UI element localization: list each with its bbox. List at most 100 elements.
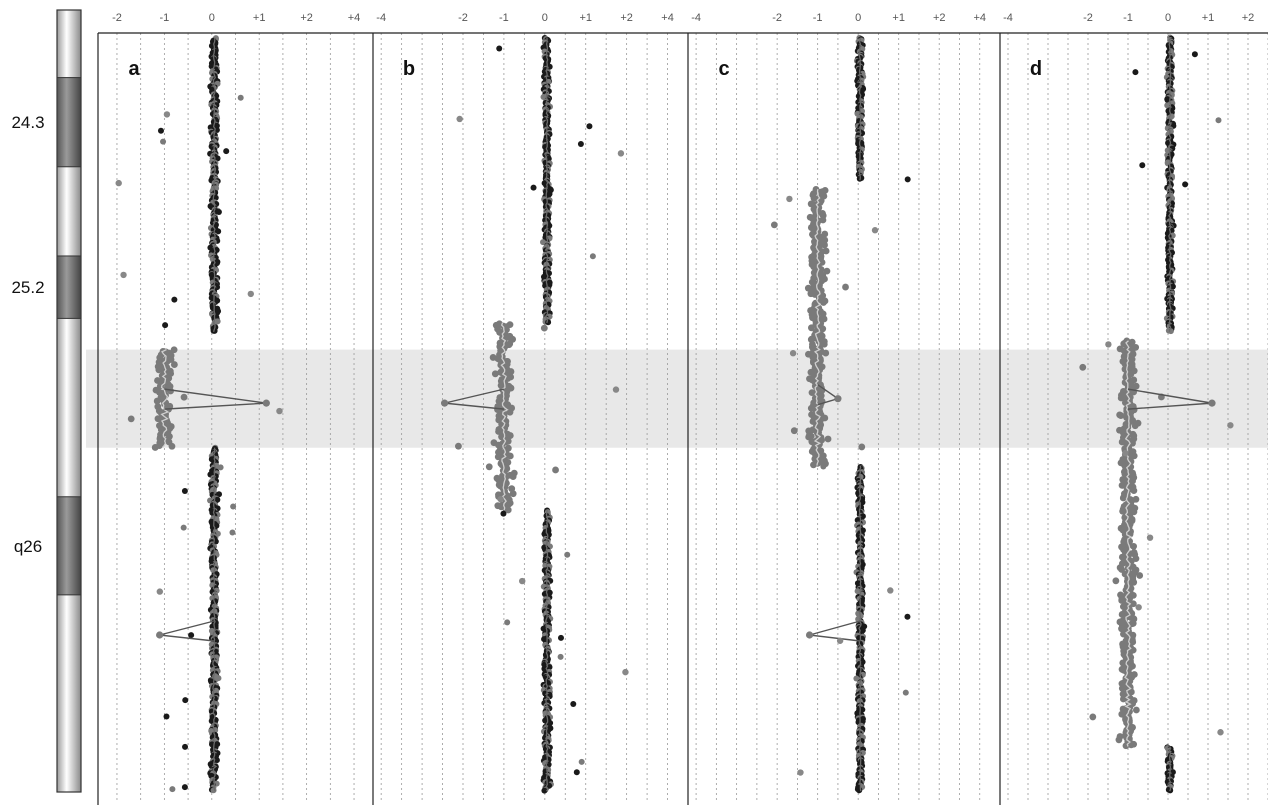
- data-point: [887, 587, 894, 594]
- ideogram-band: [56, 496, 82, 596]
- data-point: [156, 631, 164, 639]
- data-point: [211, 327, 218, 334]
- data-point: [545, 319, 552, 326]
- outlier-spike: [164, 388, 270, 410]
- data-point: [823, 267, 831, 275]
- data-point: [1191, 51, 1198, 58]
- data-point: [180, 524, 187, 531]
- data-point: [822, 349, 830, 357]
- data-point: [171, 296, 178, 303]
- panels: -2 -1 0 +1 +2 +4 a -4 -2 -1 0 +1 +2 +4 b -4 -2 -1 0 +1 +2 +4 c…: [97, 12, 1268, 805]
- data-point: [1079, 363, 1087, 371]
- data-point: [586, 123, 593, 130]
- data-point: [578, 758, 585, 765]
- band-label: 25.2: [11, 278, 44, 297]
- data-point: [904, 613, 911, 620]
- data-point: [223, 148, 230, 155]
- data-point: [1208, 399, 1216, 407]
- data-point: [1119, 494, 1127, 502]
- segment-normal: [157, 35, 244, 334]
- segment-trace: [1124, 340, 1133, 747]
- data-point: [519, 577, 526, 585]
- data-point: [210, 787, 217, 794]
- tick-label: 0: [855, 12, 861, 24]
- segment-normal: [1164, 744, 1176, 794]
- data-point: [541, 787, 548, 794]
- tick-label: +1: [1202, 12, 1215, 24]
- tick-label: +1: [579, 12, 592, 24]
- tick-label: +4: [661, 12, 674, 24]
- data-point: [1089, 713, 1097, 721]
- tick-label: -2: [458, 12, 468, 24]
- data-point: [215, 209, 222, 216]
- tick-label: -2: [772, 12, 782, 24]
- tick-label: 0: [209, 12, 215, 24]
- data-point: [230, 503, 237, 510]
- segment-trace: [212, 447, 217, 792]
- tick-label: -1: [159, 12, 169, 24]
- data-point: [500, 510, 507, 517]
- data-point: [169, 786, 176, 793]
- data-point: [162, 322, 169, 329]
- panel-label: b: [403, 58, 415, 80]
- data-point: [160, 138, 167, 145]
- data-point: [824, 435, 832, 443]
- data-point: [1115, 736, 1123, 744]
- data-point: [1217, 729, 1224, 736]
- data-point: [589, 253, 596, 260]
- data-point: [170, 361, 178, 368]
- data-point: [180, 393, 188, 401]
- data-point: [120, 271, 127, 279]
- data-point: [262, 399, 270, 407]
- data-point: [1132, 706, 1140, 714]
- data-point: [168, 442, 176, 450]
- data-point: [789, 350, 797, 357]
- data-point: [276, 407, 283, 415]
- segment-normal: [163, 444, 237, 794]
- segment-trace: [545, 509, 549, 792]
- data-point: [842, 283, 849, 291]
- outlier-spike: [440, 388, 505, 410]
- tick-label: +2: [300, 12, 313, 24]
- data-point: [217, 464, 224, 471]
- data-point: [612, 386, 620, 393]
- data-point: [1139, 162, 1146, 169]
- panel-label: d: [1030, 58, 1042, 80]
- tick-label: -4: [691, 12, 701, 24]
- data-point: [858, 443, 866, 451]
- segment-trace: [160, 349, 170, 449]
- panel-label: a: [128, 58, 140, 80]
- data-point: [181, 488, 188, 495]
- outlier-spike: [805, 620, 861, 642]
- tick-label: +4: [348, 12, 361, 24]
- data-point: [1105, 341, 1112, 348]
- segment-trace: [1168, 746, 1172, 792]
- data-point: [804, 284, 812, 292]
- ideogram-band: [56, 255, 82, 319]
- data-point: [617, 150, 625, 157]
- data-point: [810, 461, 817, 469]
- tick-label: -1: [1123, 12, 1133, 24]
- data-point: [163, 713, 170, 720]
- data-point: [622, 668, 629, 676]
- data-point: [577, 141, 584, 148]
- tick-label: -4: [1003, 12, 1013, 24]
- segment-loss: [770, 185, 866, 469]
- panel-a: -2 -1 0 +1 +2 +4 a: [97, 12, 373, 805]
- data-point: [1132, 382, 1140, 390]
- segment-trace: [212, 37, 217, 332]
- data-point: [805, 631, 814, 639]
- tick-label: -1: [813, 12, 823, 24]
- data-point: [506, 408, 514, 416]
- segment-loss: [127, 346, 188, 451]
- segment-trace: [1168, 37, 1172, 332]
- data-point: [821, 236, 829, 244]
- band-label: q26: [14, 537, 42, 556]
- tick-label: +1: [892, 12, 905, 24]
- data-point: [786, 195, 793, 203]
- data-point: [530, 184, 537, 191]
- data-point: [820, 299, 827, 306]
- panel-c: -4 -2 -1 0 +1 +2 +4 c: [687, 12, 1001, 805]
- data-point: [491, 370, 499, 378]
- data-point: [485, 463, 493, 471]
